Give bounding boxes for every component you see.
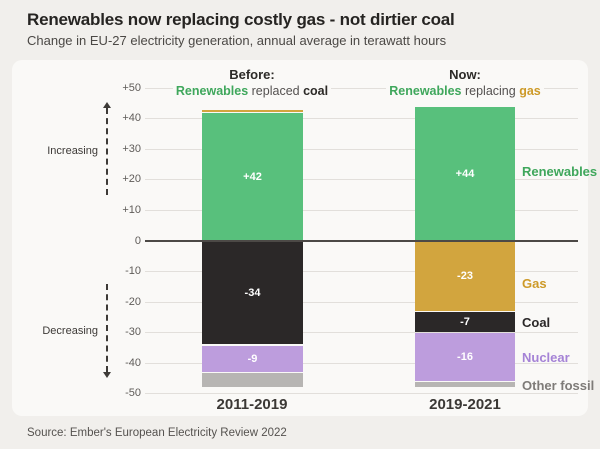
decreasing-label: Decreasing	[42, 325, 98, 337]
bar-segment-nuclear: -9	[202, 345, 303, 372]
bar-segment-other-fossil	[415, 382, 515, 387]
y-tick-label: +50	[122, 81, 141, 94]
y-tick-label: +10	[122, 203, 141, 216]
now-renewables-label: Renewables	[389, 84, 462, 98]
bar-value-label: -34	[244, 286, 261, 299]
series-label-renewables: Renewables	[522, 164, 598, 179]
now-gas-label: gas	[519, 84, 541, 98]
page-title: Renewables now replacing costly gas - no…	[27, 10, 455, 29]
y-tick-label: -30	[125, 326, 141, 339]
y-tick-label: +30	[122, 142, 141, 155]
gridline	[145, 332, 578, 334]
now-middle-label: replacing	[461, 84, 520, 98]
gridline	[145, 148, 578, 150]
before-middle-label: replaced	[248, 84, 304, 98]
before-subtitle: Renewables replaced coal	[172, 84, 332, 98]
gridline	[145, 271, 578, 273]
group-header-before: Before: Renewables replaced coal	[137, 67, 367, 100]
decreasing-dashed-line	[106, 284, 108, 372]
gridline	[145, 87, 578, 89]
bar-value-label: -16	[457, 351, 473, 364]
category-label-2011-2019: 2011-2019	[216, 396, 288, 413]
bar-segment-gas: -23	[415, 241, 515, 311]
bar-segment-renewables: +42	[202, 113, 303, 241]
gridline	[145, 393, 578, 395]
decreasing-arrow-icon	[103, 372, 111, 378]
bar-segment-gas	[202, 110, 303, 113]
bar-value-label: -9	[247, 352, 258, 365]
now-title: Now:	[449, 67, 481, 82]
before-title: Before:	[229, 67, 275, 82]
gridline	[145, 179, 578, 181]
series-label-other-fossil: Other fossil	[522, 378, 595, 393]
plot-area: Before: Renewables replaced coal Now: Re…	[12, 60, 597, 416]
series-label-gas: Gas	[522, 276, 547, 291]
y-tick-label: -20	[125, 295, 141, 308]
increasing-label: Increasing	[47, 145, 98, 157]
bar-segment-coal: -7	[415, 311, 515, 332]
before-renewables-label: Renewables	[175, 84, 249, 98]
series-label-coal: Coal	[522, 315, 551, 330]
y-tick-label: +20	[122, 173, 141, 186]
y-tick-label: +40	[122, 112, 141, 125]
page-subtitle: Change in EU-27 electricity generation, …	[27, 33, 447, 48]
y-tick-label: -50	[125, 387, 141, 400]
y-tick-label: -10	[125, 265, 141, 278]
bar-value-label: +42	[243, 170, 262, 183]
bar-segment-other-fossil	[202, 373, 303, 387]
bar-segment-renewables: +44	[415, 107, 515, 241]
bar-segment-nuclear: -16	[415, 333, 515, 381]
bar-segment-coal: -34	[202, 241, 303, 345]
gridline	[145, 362, 578, 364]
y-tick-label: 0	[134, 234, 141, 247]
increasing-dashed-line	[106, 108, 108, 195]
increasing-arrow-icon	[103, 102, 111, 108]
group-header-now: Now: Renewables replacing gas	[350, 67, 580, 100]
now-subtitle: Renewables replacing gas	[386, 84, 544, 98]
zero-line	[145, 240, 578, 242]
bar-value-label: -23	[457, 270, 473, 283]
bar-value-label: +44	[455, 167, 475, 180]
gridline	[145, 118, 578, 120]
series-label-nuclear: Nuclear	[522, 350, 570, 365]
category-label-2019-2021: 2019-2021	[429, 396, 501, 413]
y-tick-label: -40	[125, 356, 141, 369]
gridline	[145, 209, 578, 211]
source-note: Source: Ember's European Electricity Rev…	[27, 427, 287, 439]
before-coal-label: coal	[303, 84, 329, 98]
chart-panel: Before: Renewables replaced coal Now: Re…	[12, 60, 597, 416]
gridline	[145, 301, 578, 303]
bar-value-label: -7	[460, 315, 470, 328]
